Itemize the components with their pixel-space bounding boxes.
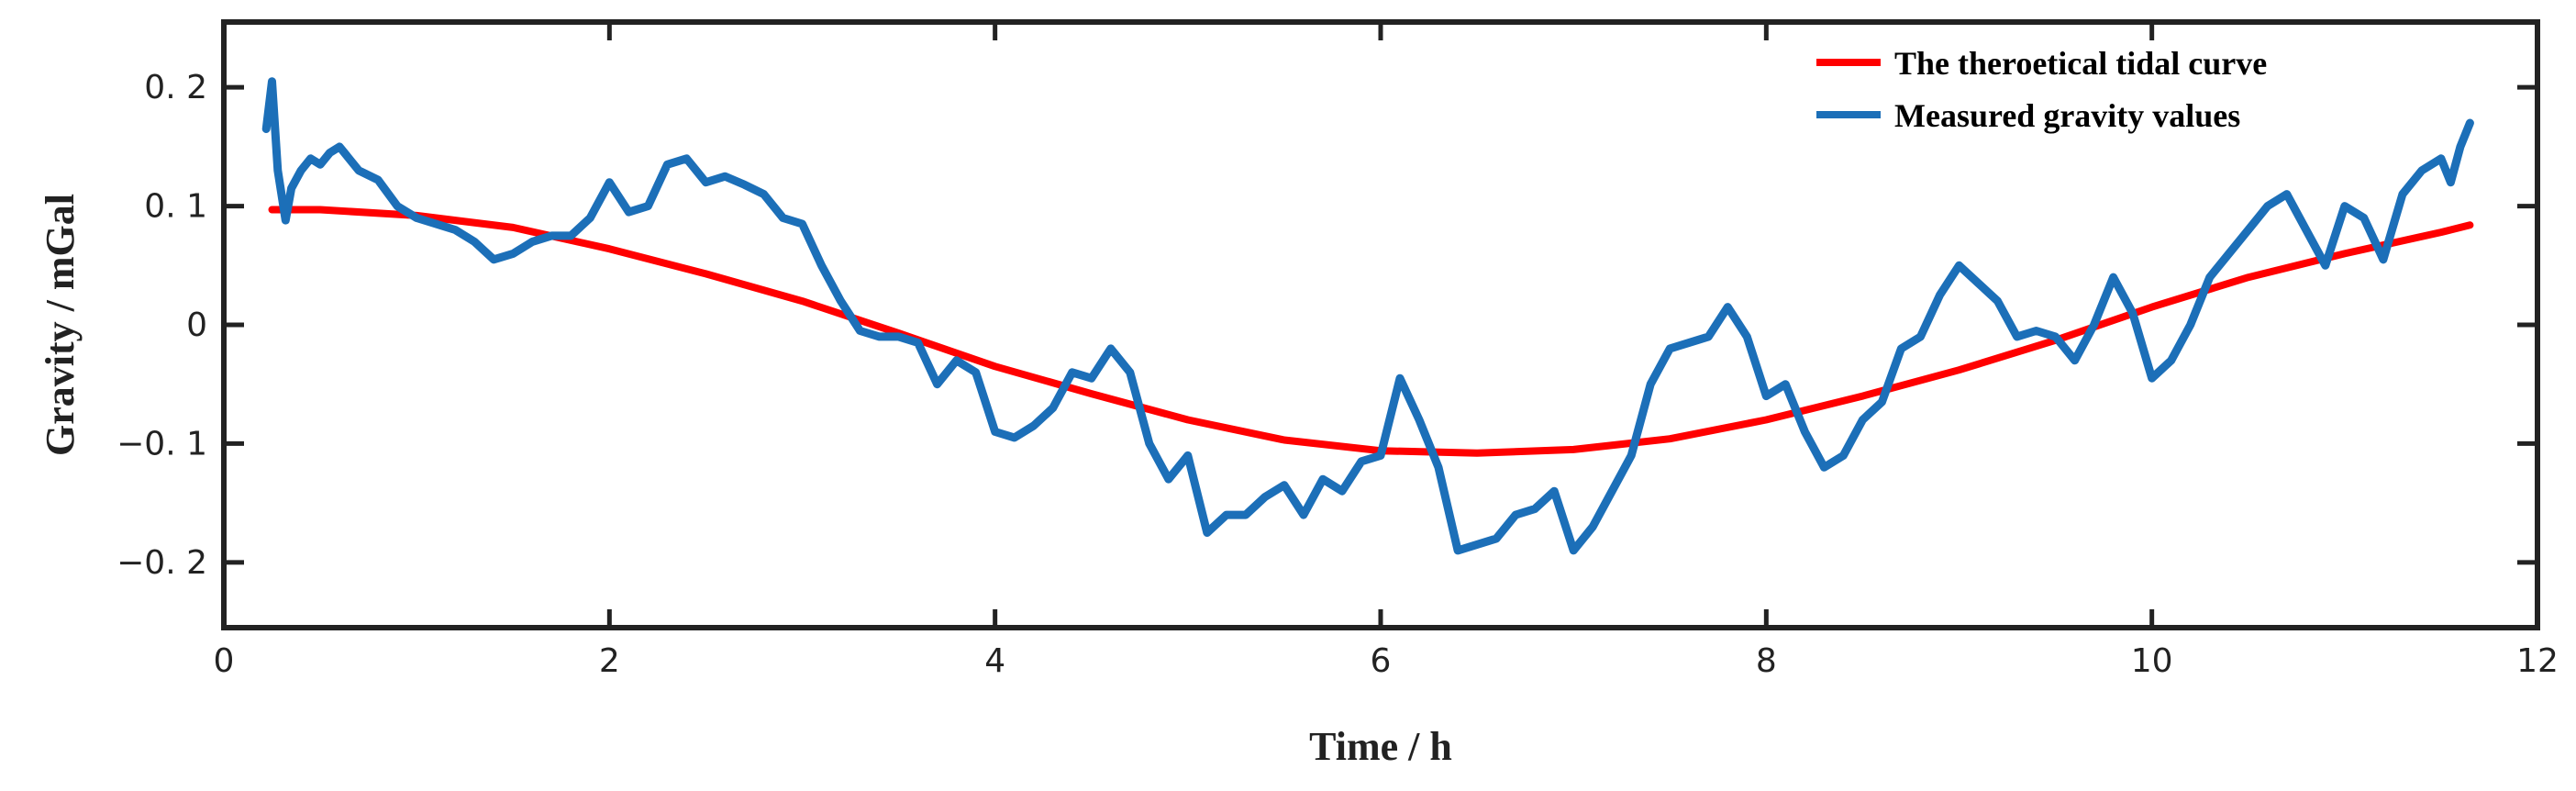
y-tick-label: 0	[186, 306, 207, 344]
legend-label-tidal: The theroetical tidal curve	[1894, 45, 2267, 82]
series-layer	[261, 77, 2474, 555]
y-tick-label: 0. 1	[144, 188, 207, 226]
x-axis-title: Time / h	[1309, 724, 1452, 769]
x-tick-label: 8	[1756, 642, 1777, 680]
plot-frame	[221, 19, 2540, 630]
x-tick-label: 4	[984, 642, 1005, 680]
y-axis-ticks: 0. 2 0. 1 0 −0. 1 −0. 2	[117, 69, 2537, 582]
x-tick-label: 12	[2516, 642, 2559, 680]
y-tick-label: −0. 1	[117, 425, 207, 462]
x-tick-label: 0	[214, 642, 235, 680]
x-axis-ticks: 0 2 4 6 8 10 12	[214, 22, 2559, 680]
x-tick-label: 6	[1371, 642, 1392, 680]
legend-label-measured: Measured gravity values	[1894, 97, 2240, 134]
legend: The theroetical tidal curve Measured gra…	[1816, 45, 2267, 134]
y-tick-label: −0. 2	[117, 544, 207, 582]
y-tick-label: 0. 2	[144, 69, 207, 106]
y-axis-title: Gravity / mGal	[38, 194, 83, 456]
x-tick-label: 10	[2131, 642, 2173, 680]
measured-gravity-line	[261, 77, 2474, 555]
x-tick-label: 2	[599, 642, 620, 680]
